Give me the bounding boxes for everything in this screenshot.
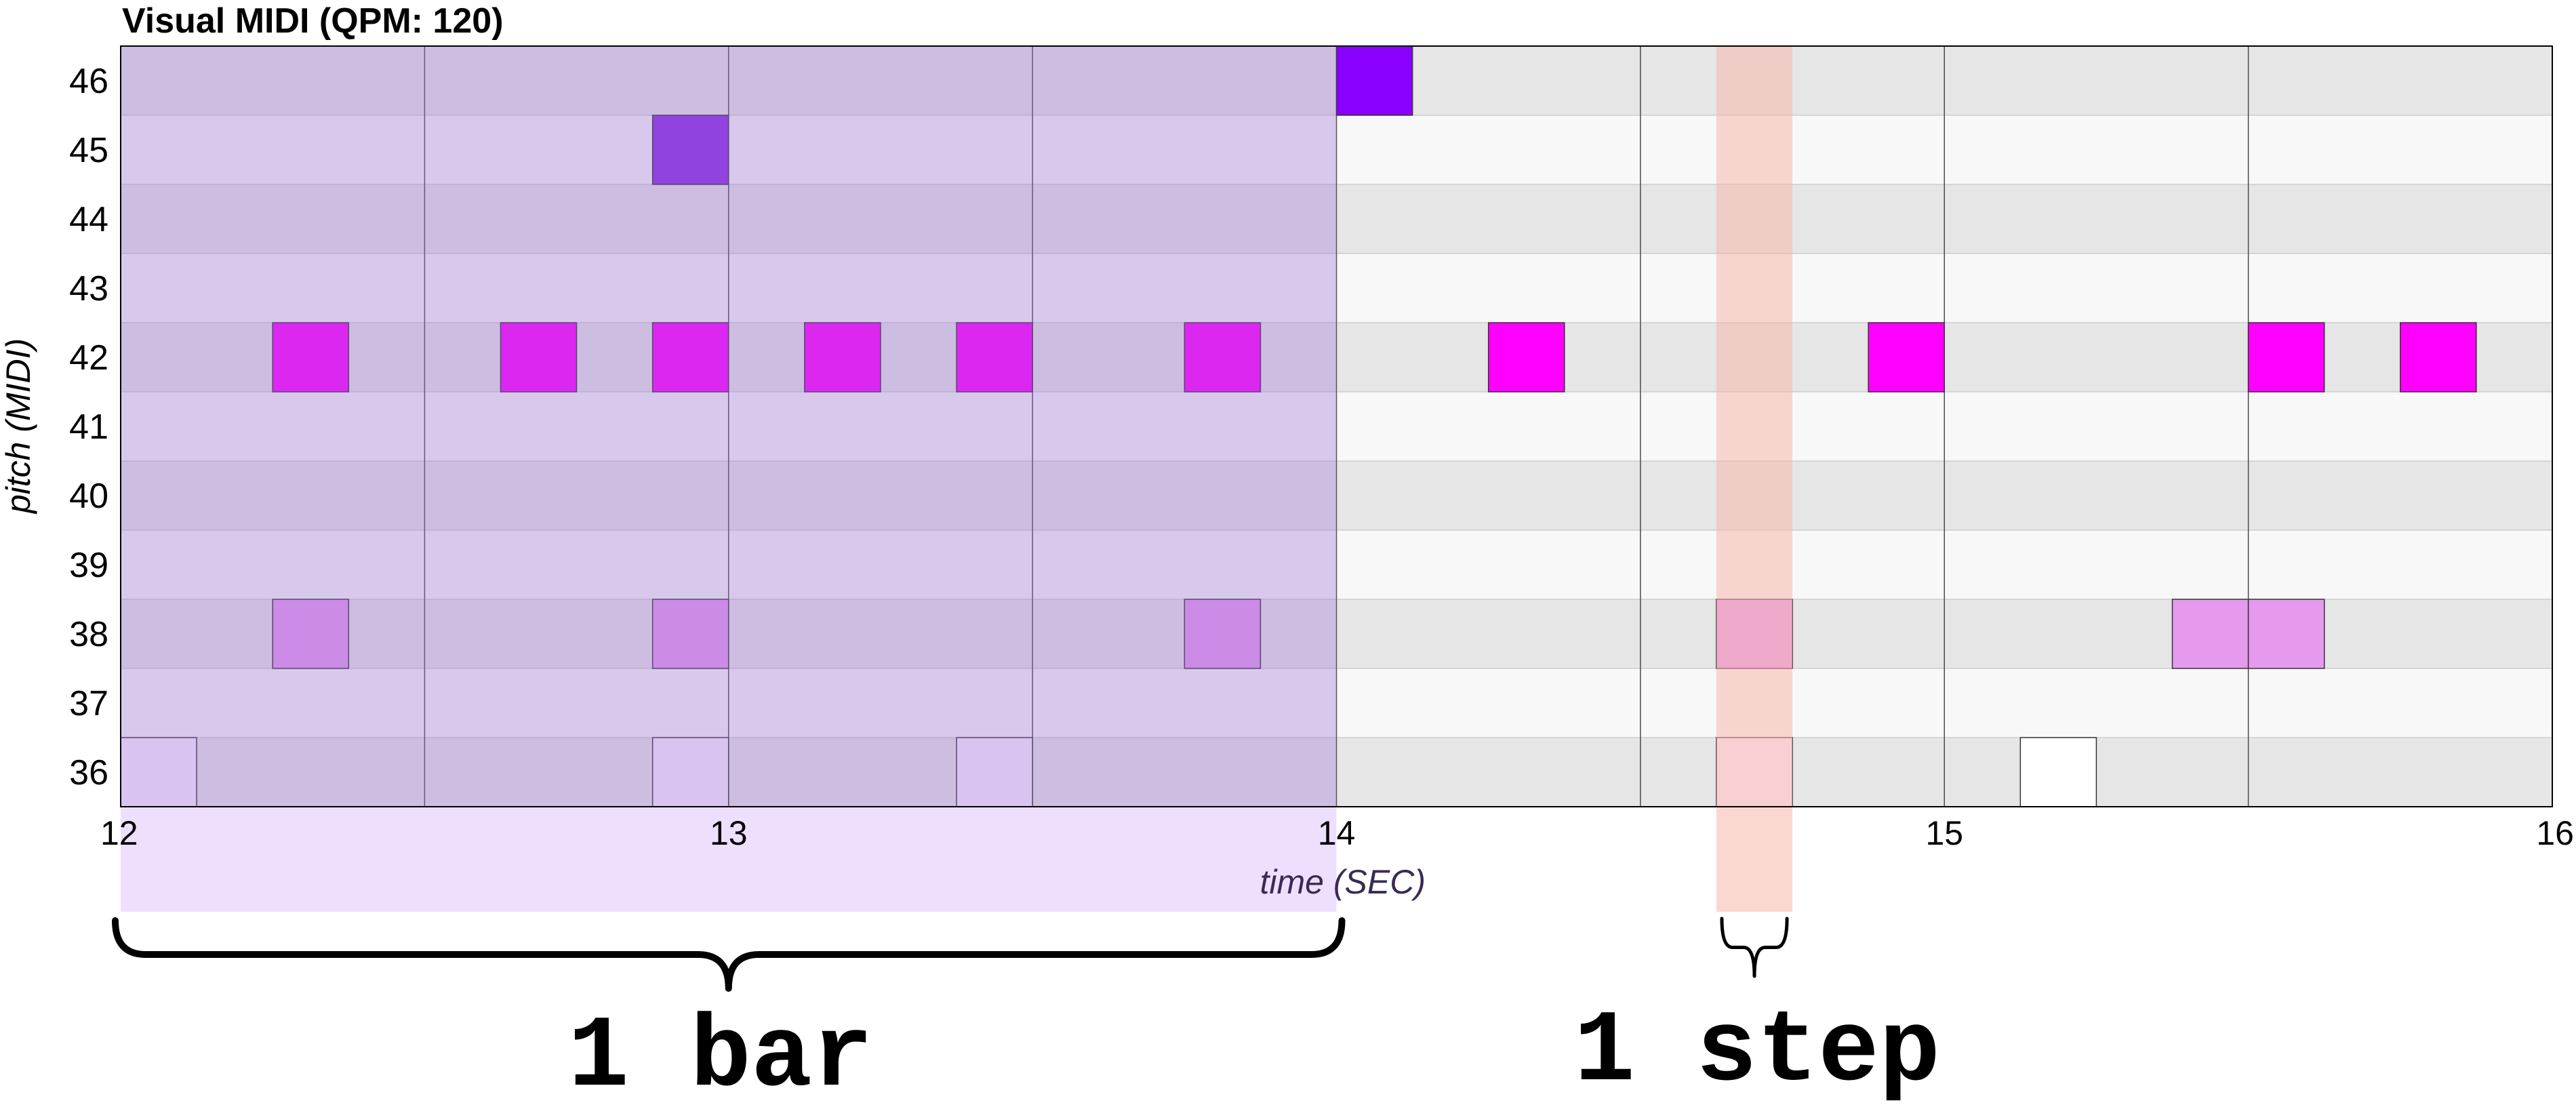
note-1 bbox=[651, 115, 729, 185]
y-tick-label: 43 bbox=[69, 269, 108, 308]
note-11 bbox=[2400, 322, 2477, 393]
note-18 bbox=[120, 737, 197, 807]
note-6 bbox=[956, 322, 1033, 393]
note-14 bbox=[1184, 599, 1262, 669]
note-19 bbox=[651, 737, 729, 807]
bar-highlight-extension bbox=[121, 807, 1337, 912]
note-7 bbox=[1184, 322, 1262, 393]
x-axis-label: time (SEC) bbox=[1260, 863, 1426, 901]
x-tick-label: 13 bbox=[710, 814, 748, 852]
note-0 bbox=[1335, 45, 1413, 116]
step-brace bbox=[1720, 917, 1789, 978]
x-tick-label: 16 bbox=[2536, 814, 2574, 852]
note-20 bbox=[956, 737, 1033, 807]
note-9 bbox=[1868, 322, 1945, 393]
bar-highlight bbox=[121, 46, 1337, 807]
bar-annotation-label: 1 bar bbox=[568, 1001, 873, 1105]
plot-frame bbox=[120, 45, 2553, 807]
y-tick-label: 45 bbox=[69, 131, 108, 170]
beat-grid bbox=[424, 46, 2249, 807]
y-tick-label: 44 bbox=[69, 200, 108, 239]
note-12 bbox=[272, 599, 350, 669]
highlight-overlays bbox=[112, 46, 1793, 992]
y-tick-label: 42 bbox=[69, 338, 108, 378]
note-3 bbox=[500, 322, 578, 393]
note-2 bbox=[272, 322, 350, 393]
y-tick-label: 46 bbox=[69, 62, 108, 101]
y-tick-label: 41 bbox=[69, 407, 108, 447]
step-highlight bbox=[1716, 46, 1793, 912]
x-tick-label: 14 bbox=[1318, 814, 1356, 852]
y-tick-label: 36 bbox=[69, 753, 108, 792]
y-tick-label: 37 bbox=[69, 684, 108, 723]
note-17 bbox=[2247, 599, 2325, 669]
bar-brace bbox=[112, 917, 1346, 992]
axes: 12 13 14 15 16 36 37 38 39 40 41 42 43 44 45 46 bbox=[69, 45, 2574, 852]
note-8 bbox=[1487, 322, 1565, 393]
note-4 bbox=[651, 322, 729, 393]
note-10 bbox=[2247, 322, 2325, 393]
y-tick-label: 38 bbox=[69, 615, 108, 654]
step-annotation-label: 1 step bbox=[1574, 995, 1940, 1105]
y-tick-label: 40 bbox=[69, 477, 108, 516]
note-13 bbox=[651, 599, 729, 669]
note-5 bbox=[804, 322, 881, 393]
y-tick-label: 39 bbox=[69, 546, 108, 585]
chart-title: Visual MIDI (QPM: 120) bbox=[122, 1, 504, 41]
note-16 bbox=[2171, 599, 2249, 669]
note-22 bbox=[2019, 737, 2097, 807]
x-tick-label: 12 bbox=[100, 814, 138, 852]
y-axis-label: pitch (MIDI) bbox=[0, 338, 37, 515]
x-tick-label: 15 bbox=[1925, 814, 1963, 852]
